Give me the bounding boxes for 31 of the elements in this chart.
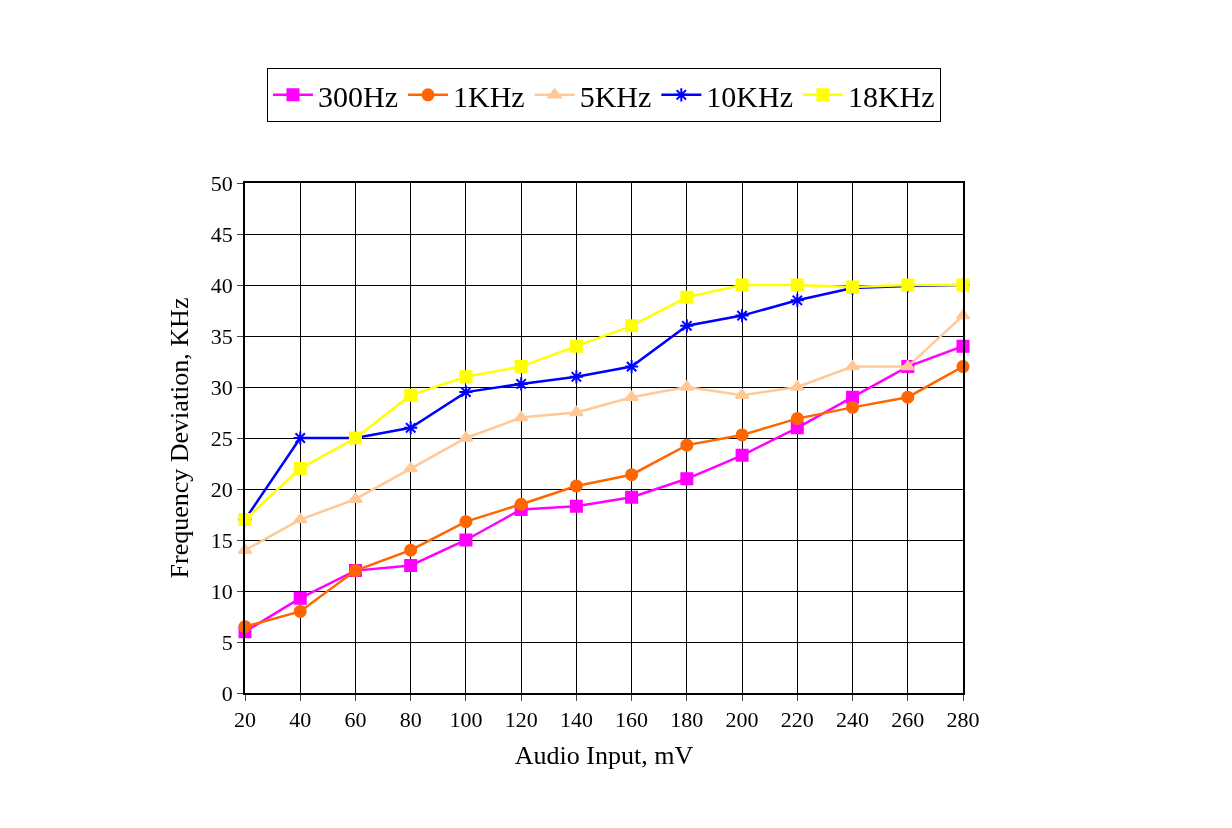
x-tick-label: 280 — [946, 707, 980, 733]
y-tick-label: 45 — [210, 221, 233, 247]
legend-label: 300Hz — [318, 79, 398, 113]
x-tick-label: 40 — [289, 707, 312, 733]
y-tick-label: 5 — [221, 629, 233, 655]
x-tick-label: 260 — [891, 707, 925, 733]
x-tick-label: 120 — [504, 707, 538, 733]
y-tick-label: 50 — [210, 170, 233, 196]
y-tick-label: 40 — [210, 272, 233, 298]
x-tick-label: 160 — [615, 707, 649, 733]
x-tick-label: 240 — [836, 707, 870, 733]
y-tick-label: 10 — [210, 578, 233, 604]
y-tick-label: 25 — [210, 425, 233, 451]
legend-label: 5KHz — [579, 79, 652, 113]
x-tick-label: 100 — [449, 707, 483, 733]
y-tick-label: 30 — [210, 374, 233, 400]
x-tick-label: 220 — [780, 707, 814, 733]
x-tick-label: 200 — [725, 707, 759, 733]
x-tick-label: 60 — [344, 707, 367, 733]
y-tick-label: 20 — [210, 476, 233, 502]
x-axis-title: Audio Input, mV — [514, 741, 694, 771]
y-tick-label: 15 — [210, 527, 233, 553]
legend-label: 10KHz — [706, 79, 793, 113]
x-tick-label: 80 — [399, 707, 422, 733]
y-axis-title: Frequency Deviation, KHz — [164, 297, 194, 579]
y-tick-label: 35 — [210, 323, 233, 349]
legend-label: 18KHz — [847, 79, 935, 113]
x-tick-label: 140 — [559, 707, 593, 733]
legend-label: 1KHz — [452, 79, 525, 113]
y-tick-label: 0 — [221, 680, 233, 706]
x-tick-label: 180 — [670, 707, 704, 733]
